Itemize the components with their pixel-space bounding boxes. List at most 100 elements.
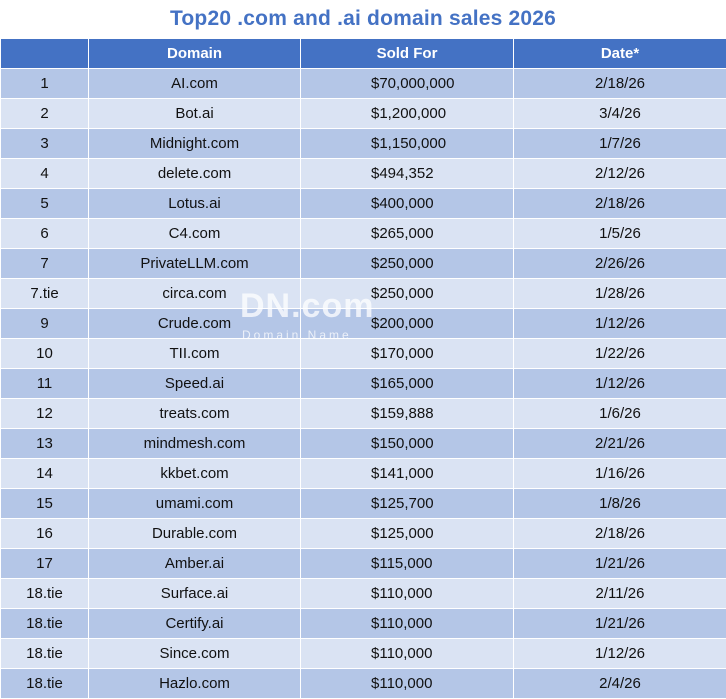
date-cell: 1/12/26 xyxy=(513,638,726,669)
domain-cell: TII.com xyxy=(88,338,301,369)
date-cell: 1/7/26 xyxy=(513,128,726,159)
table-row: 16 Durable.com $125,000 2/18/26 xyxy=(0,518,726,549)
domain-cell: Crude.com xyxy=(88,308,301,339)
rank-cell: 18.tie xyxy=(0,638,89,669)
rank-cell: 12 xyxy=(0,398,89,429)
table-row: 4 delete.com $494,352 2/12/26 xyxy=(0,158,726,189)
sold-for-cell: $125,700 xyxy=(300,488,514,519)
domain-cell: Bot.ai xyxy=(88,98,301,129)
rank-cell: 10 xyxy=(0,338,89,369)
rank-cell: 16 xyxy=(0,518,89,549)
date-cell: 1/21/26 xyxy=(513,548,726,579)
date-cell: 1/16/26 xyxy=(513,458,726,489)
domain-cell: circa.com xyxy=(88,278,301,309)
table-row: 17 Amber.ai $115,000 1/21/26 xyxy=(0,548,726,579)
domain-cell: Lotus.ai xyxy=(88,188,301,219)
domain-cell: C4.com xyxy=(88,218,301,249)
table-title: Top20 .com and .ai domain sales 2026 xyxy=(169,7,557,30)
domain-cell: Amber.ai xyxy=(88,548,301,579)
domain-cell: delete.com xyxy=(88,158,301,189)
domain-cell: AI.com xyxy=(88,68,301,99)
date-cell: 1/22/26 xyxy=(513,338,726,369)
rank-cell: 13 xyxy=(0,428,89,459)
rank-cell: 11 xyxy=(0,368,89,399)
table-row: 13 mindmesh.com $150,000 2/21/26 xyxy=(0,428,726,459)
table-row: 11 Speed.ai $165,000 1/12/26 xyxy=(0,368,726,399)
table-row: 18.tie Since.com $110,000 1/12/26 xyxy=(0,638,726,669)
sold-for-cell: $110,000 xyxy=(300,608,514,639)
rank-cell: 3 xyxy=(0,128,89,159)
sold-for-cell: $1,200,000 xyxy=(300,98,514,129)
table-row: 1 AI.com $70,000,000 2/18/26 xyxy=(0,68,726,99)
rank-cell: 14 xyxy=(0,458,89,489)
rank-cell: 18.tie xyxy=(0,608,89,639)
sold-for-cell: $115,000 xyxy=(300,548,514,579)
table-row: 3 Midnight.com $1,150,000 1/7/26 xyxy=(0,128,726,159)
sold-for-cell: $110,000 xyxy=(300,668,514,699)
date-cell: 1/6/26 xyxy=(513,398,726,429)
sold-for-cell: $110,000 xyxy=(300,578,514,609)
sold-for-cell: $159,888 xyxy=(300,398,514,429)
sold-for-cell: $150,000 xyxy=(300,428,514,459)
header-domain: Domain xyxy=(88,38,301,69)
rank-cell: 4 xyxy=(0,158,89,189)
rank-cell: 18.tie xyxy=(0,578,89,609)
table-row: 14 kkbet.com $141,000 1/16/26 xyxy=(0,458,726,489)
table-row: 18.tie Surface.ai $110,000 2/11/26 xyxy=(0,578,726,609)
domain-cell: kkbet.com xyxy=(88,458,301,489)
table-row: 15 umami.com $125,700 1/8/26 xyxy=(0,488,726,519)
sold-for-cell: $110,000 xyxy=(300,638,514,669)
date-cell: 2/18/26 xyxy=(513,68,726,99)
table-row: 2 Bot.ai $1,200,000 3/4/26 xyxy=(0,98,726,129)
rank-cell: 1 xyxy=(0,68,89,99)
rank-cell: 17 xyxy=(0,548,89,579)
date-cell: 2/4/26 xyxy=(513,668,726,699)
date-cell: 2/18/26 xyxy=(513,188,726,219)
table-row: 7 PrivateLLM.com $250,000 2/26/26 xyxy=(0,248,726,279)
sold-for-cell: $400,000 xyxy=(300,188,514,219)
sold-for-cell: $1,150,000 xyxy=(300,128,514,159)
rank-cell: 6 xyxy=(0,218,89,249)
sold-for-cell: $250,000 xyxy=(300,278,514,309)
sold-for-cell: $165,000 xyxy=(300,368,514,399)
sold-for-cell: $125,000 xyxy=(300,518,514,549)
rank-cell: 15 xyxy=(0,488,89,519)
domain-cell: Certify.ai xyxy=(88,608,301,639)
table-row: 18.tie Hazlo.com $110,000 2/4/26 xyxy=(0,668,726,699)
header-date: Date* xyxy=(513,38,726,69)
date-cell: 2/18/26 xyxy=(513,518,726,549)
sold-for-cell: $265,000 xyxy=(300,218,514,249)
date-cell: 1/5/26 xyxy=(513,218,726,249)
header-rank xyxy=(0,38,89,69)
date-cell: 3/4/26 xyxy=(513,98,726,129)
table-row: 6 C4.com $265,000 1/5/26 xyxy=(0,218,726,249)
rank-cell: 5 xyxy=(0,188,89,219)
domain-sales-table: Domain Sold For Date* 1 AI.com $70,000,0… xyxy=(0,38,726,699)
date-cell: 2/12/26 xyxy=(513,158,726,189)
domain-cell: Durable.com xyxy=(88,518,301,549)
date-cell: 1/21/26 xyxy=(513,608,726,639)
table-row: 10 TII.com $170,000 1/22/26 xyxy=(0,338,726,369)
sold-for-cell: $494,352 xyxy=(300,158,514,189)
sold-for-cell: $141,000 xyxy=(300,458,514,489)
domain-cell: umami.com xyxy=(88,488,301,519)
table-row: 9 Crude.com $200,000 1/12/26 xyxy=(0,308,726,339)
domain-cell: treats.com xyxy=(88,398,301,429)
rank-cell: 7.tie xyxy=(0,278,89,309)
header-sold-for: Sold For xyxy=(300,38,514,69)
table-row: 18.tie Certify.ai $110,000 1/21/26 xyxy=(0,608,726,639)
date-cell: 1/8/26 xyxy=(513,488,726,519)
table-row: 12 treats.com $159,888 1/6/26 xyxy=(0,398,726,429)
sold-for-cell: $200,000 xyxy=(300,308,514,339)
rank-cell: 7 xyxy=(0,248,89,279)
date-cell: 1/12/26 xyxy=(513,368,726,399)
table-header-row: Domain Sold For Date* xyxy=(0,38,726,69)
domain-cell: Surface.ai xyxy=(88,578,301,609)
table-row: 7.tie circa.com $250,000 1/28/26 xyxy=(0,278,726,309)
date-cell: 2/11/26 xyxy=(513,578,726,609)
date-cell: 1/28/26 xyxy=(513,278,726,309)
date-cell: 2/26/26 xyxy=(513,248,726,279)
rank-cell: 9 xyxy=(0,308,89,339)
domain-cell: PrivateLLM.com xyxy=(88,248,301,279)
sold-for-cell: $70,000,000 xyxy=(300,68,514,99)
